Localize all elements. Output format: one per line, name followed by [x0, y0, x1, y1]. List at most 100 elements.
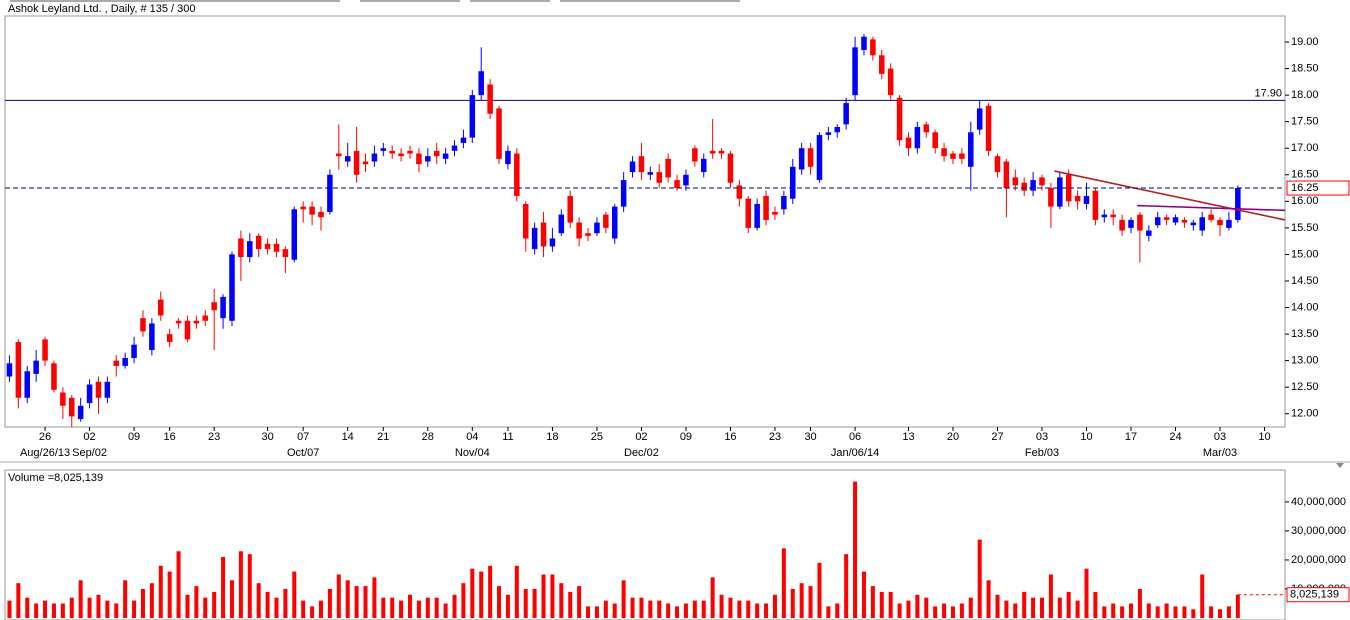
candle-body — [291, 209, 298, 260]
candle-body — [781, 196, 787, 210]
x-tick-label: 14 — [342, 431, 354, 443]
trendline — [1054, 170, 1286, 221]
x-tick-label: 09 — [680, 431, 692, 443]
volume-bar — [292, 571, 297, 618]
volume-bar — [479, 571, 484, 618]
y-tick-label: 14.50 — [1291, 275, 1319, 287]
volume-bar — [69, 597, 74, 618]
candle-body — [843, 103, 849, 125]
x-tick-label: 16 — [164, 431, 176, 443]
volume-bar — [737, 600, 742, 618]
y-tick-label: 17.50 — [1291, 116, 1319, 128]
candle-body — [478, 71, 484, 96]
y-tick-label: 18.00 — [1291, 89, 1319, 101]
candle-body — [665, 158, 671, 178]
candle-body — [1235, 188, 1241, 220]
x-tick-label: 02 — [83, 431, 95, 443]
candle-body — [273, 243, 280, 252]
volume-bar — [140, 588, 145, 618]
candle-body — [1012, 177, 1019, 186]
volume-bar — [764, 603, 769, 618]
volume-bar — [212, 591, 217, 618]
candle-body — [149, 323, 155, 351]
volume-bar — [817, 562, 822, 618]
candle-body — [887, 68, 894, 96]
volume-last-box — [1286, 587, 1350, 603]
panel-toggle[interactable] — [1336, 463, 1344, 468]
candle-body — [247, 241, 253, 258]
volume-bar — [497, 586, 502, 618]
candle-body — [69, 397, 75, 417]
candle-body — [1119, 219, 1125, 231]
candle-body — [1039, 177, 1045, 186]
volume-bar — [238, 551, 243, 618]
volume-title: Volume =8,025,139 — [8, 472, 103, 484]
candle-body — [229, 254, 235, 321]
candle-body — [113, 360, 120, 366]
volume-bar — [301, 600, 306, 618]
x-tick-label: 10 — [1080, 431, 1092, 443]
volume-bar — [381, 597, 386, 618]
volume-bar — [399, 600, 404, 618]
volume-bar — [185, 594, 190, 618]
volume-bar — [568, 591, 573, 618]
volume-bar — [1013, 603, 1018, 618]
volume-bar — [327, 588, 332, 618]
volume-bar — [559, 583, 564, 618]
candle-body — [353, 150, 360, 175]
volume-bar — [799, 583, 804, 618]
candle-body — [656, 172, 663, 183]
candle-body — [549, 238, 556, 247]
candle-body — [816, 134, 823, 181]
x-tick-label: 21 — [377, 431, 389, 443]
volume-bar — [1164, 603, 1169, 618]
volume-bar — [1182, 606, 1187, 618]
volume-bar — [879, 591, 884, 618]
volume-bar — [1075, 600, 1080, 618]
candle-body — [692, 148, 698, 162]
candle-body — [514, 153, 520, 197]
candle-body — [158, 299, 164, 316]
candle-body — [175, 320, 182, 324]
x-tick-label: 03 — [1214, 431, 1226, 443]
volume-bar — [1048, 574, 1053, 618]
candle-body — [1101, 214, 1108, 218]
volume-bar — [977, 539, 982, 618]
candle-body — [1199, 217, 1205, 231]
candle-body — [1083, 196, 1090, 204]
x-tick-label: 03 — [1036, 431, 1048, 443]
volume-bar — [550, 574, 555, 618]
x-tick-label: 30 — [261, 431, 273, 443]
y-tick-label: 14.00 — [1291, 301, 1319, 313]
y-tick-label: 15.50 — [1291, 222, 1319, 234]
volume-bar — [683, 603, 688, 618]
volume-bar — [950, 606, 955, 618]
volume-bar — [274, 597, 279, 618]
candle-body — [220, 296, 226, 319]
x-tick-label: 18 — [546, 431, 558, 443]
volume-panel — [4, 469, 1286, 620]
candle-body — [941, 148, 947, 157]
candle-body — [932, 132, 938, 149]
volume-last-label: 8,025,139 — [1290, 589, 1339, 601]
candle-body — [594, 222, 600, 234]
volume-bar — [710, 577, 715, 618]
candle-body — [327, 174, 333, 212]
candle-body — [1208, 214, 1214, 220]
volume-bar — [861, 571, 866, 618]
volume-bar — [755, 603, 760, 618]
volume-bar — [986, 580, 991, 618]
volume-bar — [586, 606, 591, 618]
candle-body — [433, 150, 440, 157]
candle-body — [1181, 219, 1188, 223]
candle-body — [807, 148, 814, 167]
volume-bar — [114, 603, 119, 618]
volume-bar — [176, 551, 181, 618]
volume-bar — [781, 548, 786, 618]
volume-bar — [221, 557, 226, 618]
candle-body — [33, 360, 39, 374]
last-price-box — [1286, 180, 1350, 196]
volume-bar — [203, 597, 208, 618]
month-label: Aug/26/13 — [20, 447, 70, 459]
